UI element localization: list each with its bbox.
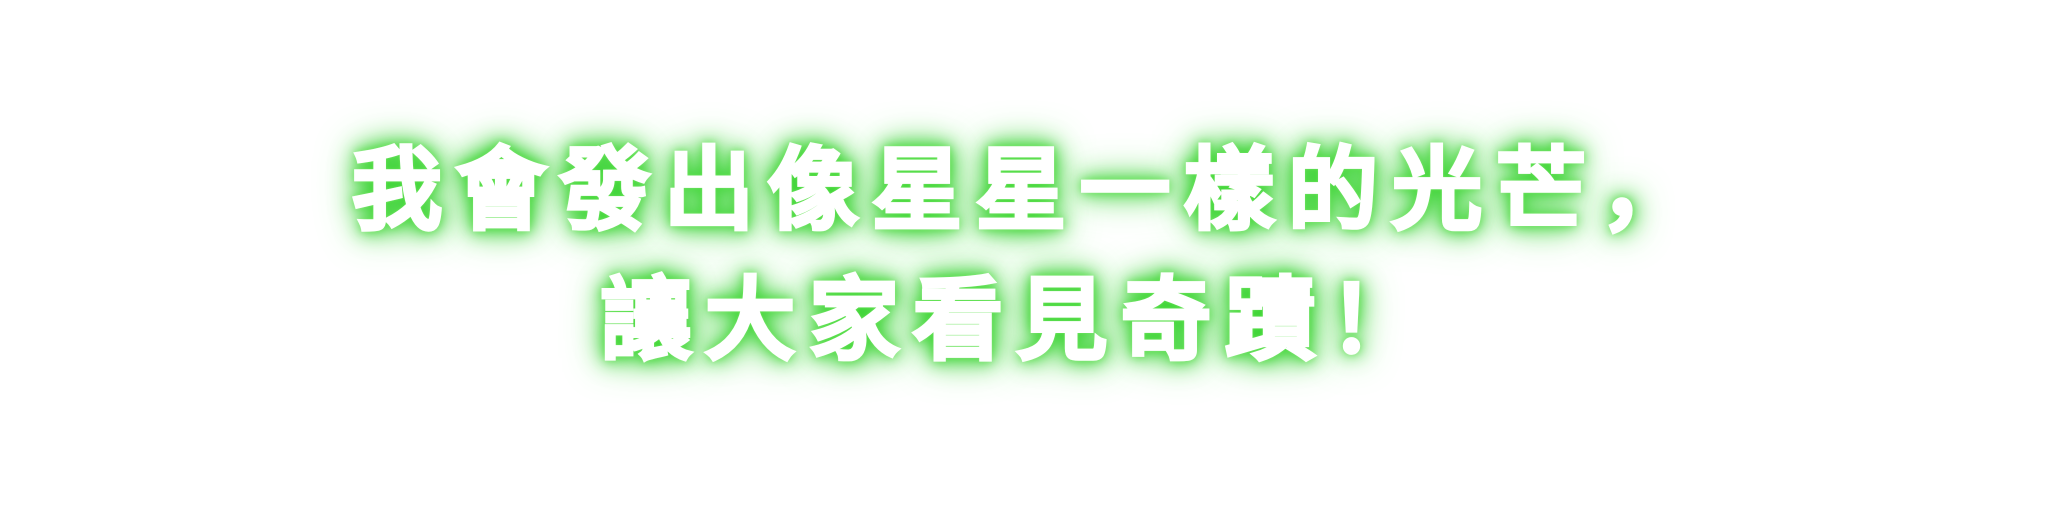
caption-line-2: 讓大家看見奇蹟！: [600, 268, 1433, 373]
caption-line-1: 我會發出像星星一樣的光芒，: [351, 138, 1704, 243]
